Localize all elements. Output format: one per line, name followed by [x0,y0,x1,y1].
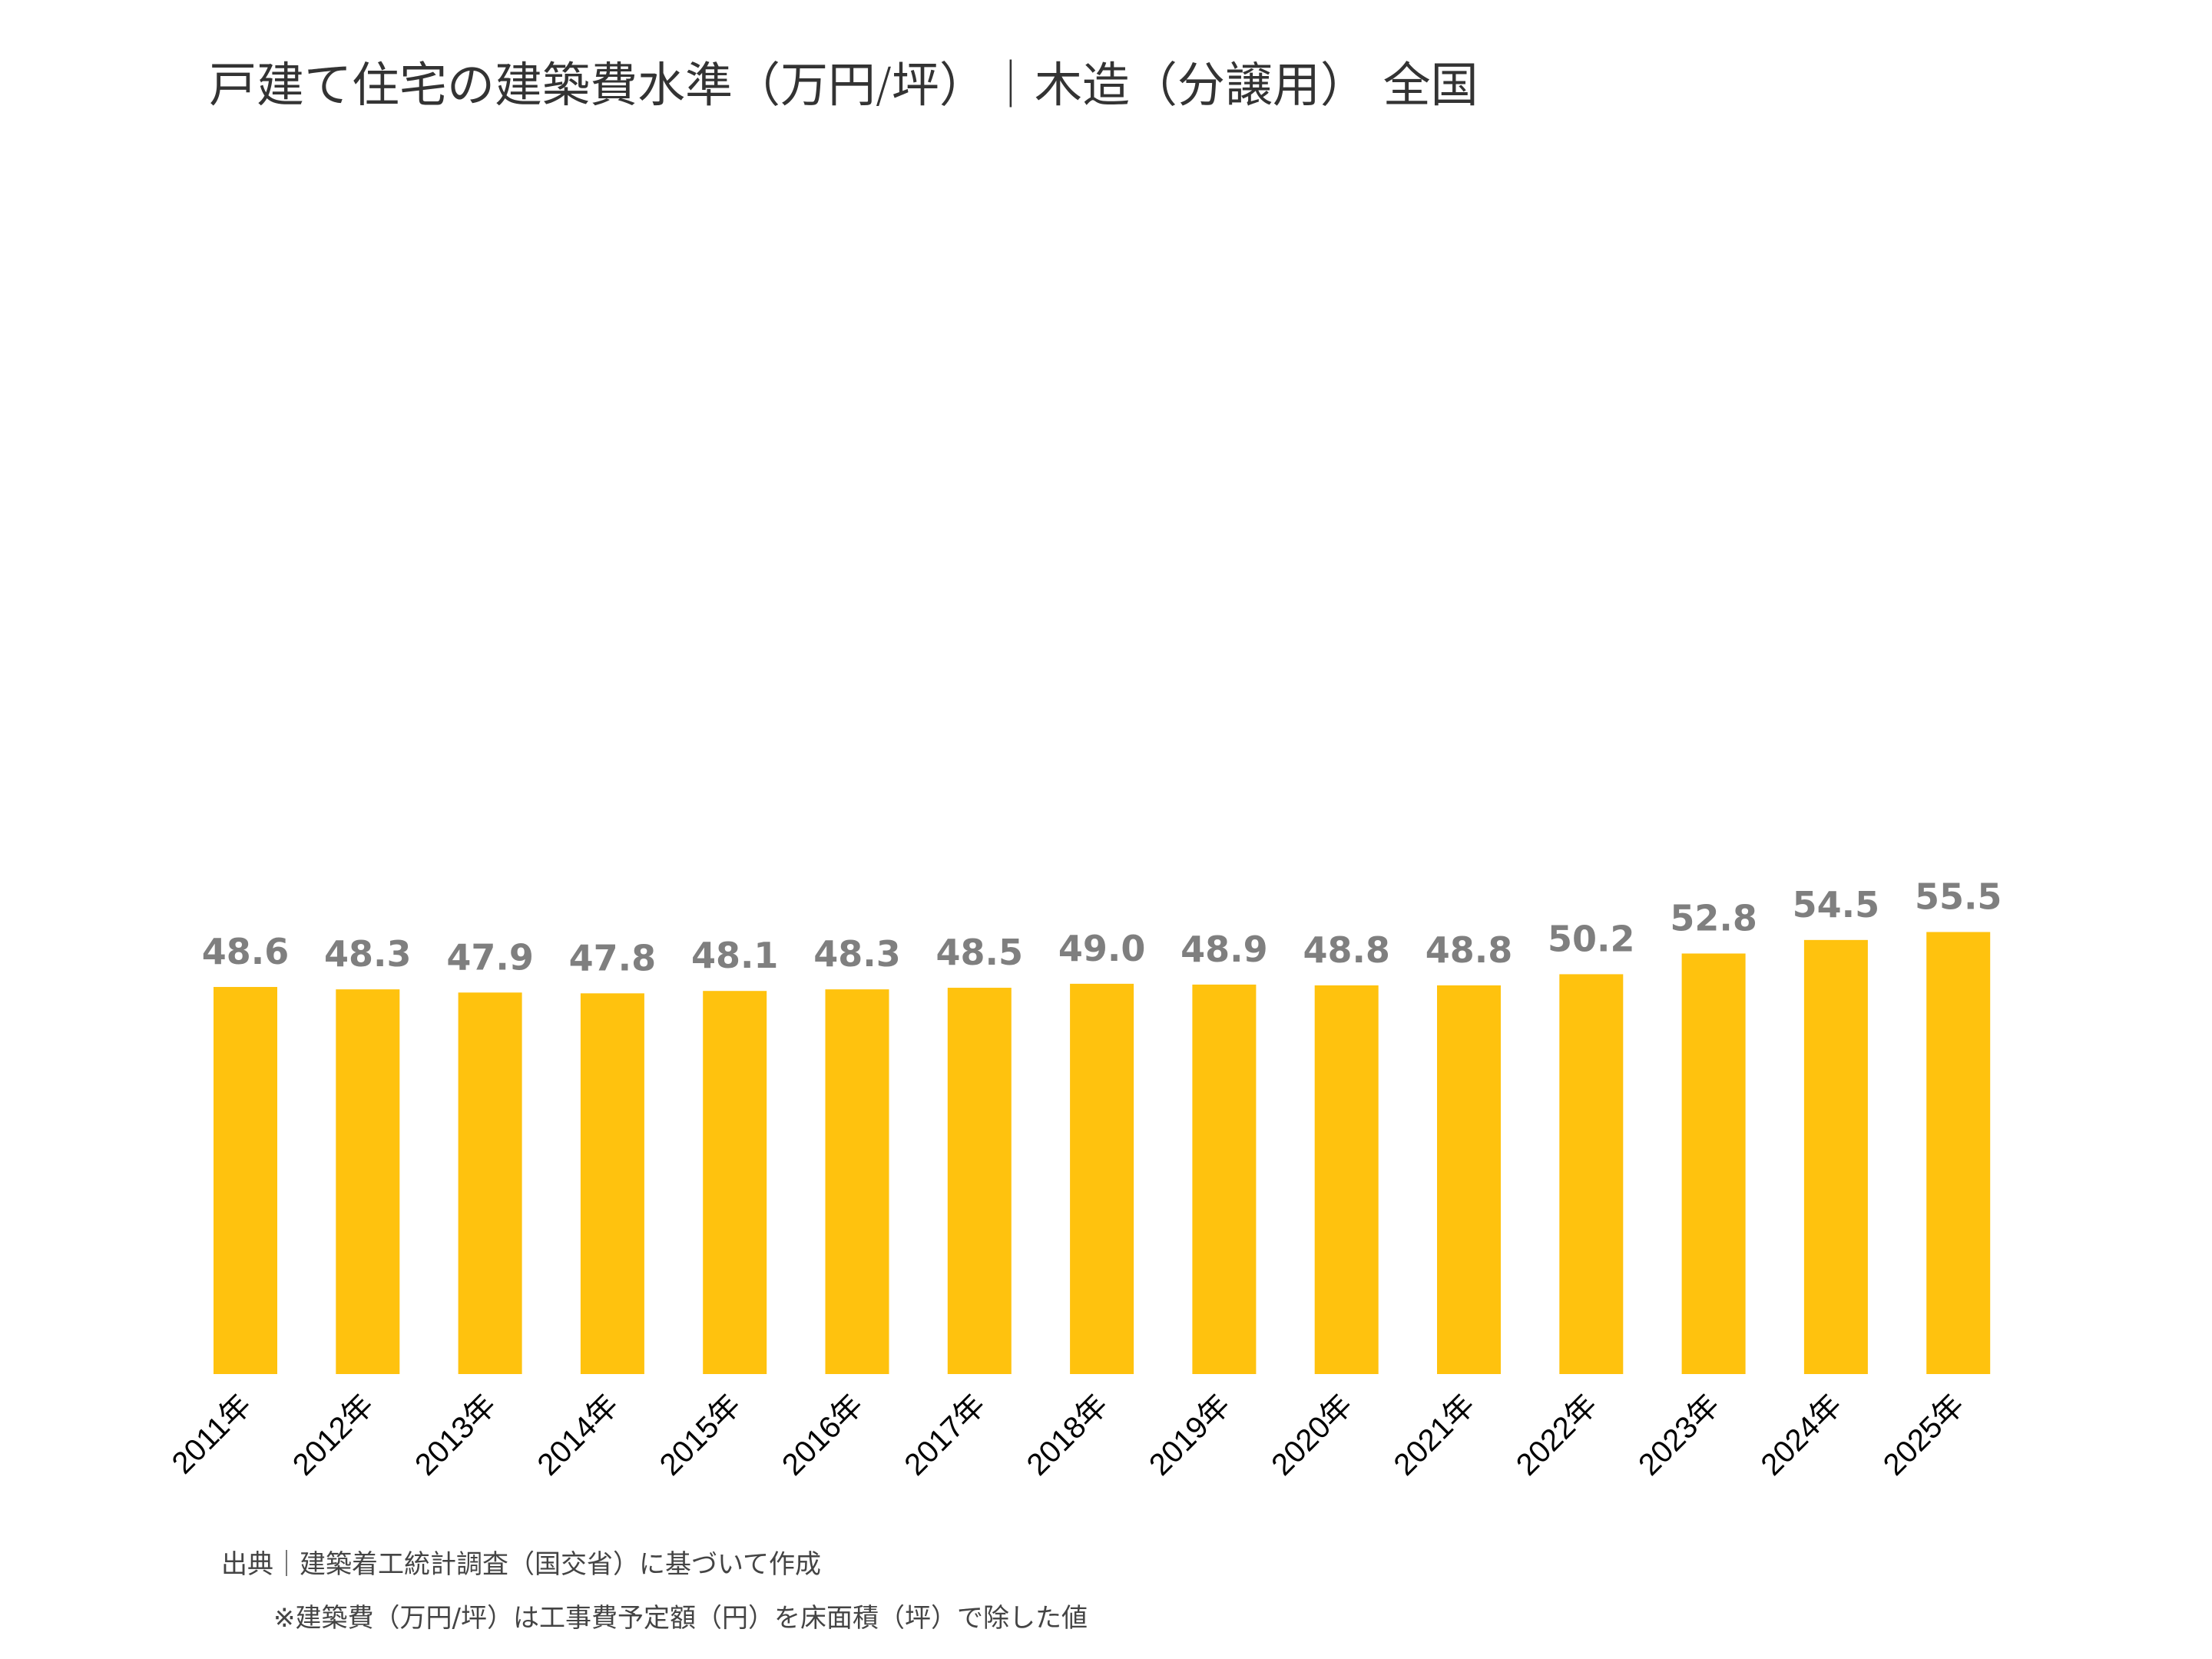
x-tick-label: 2019年 [1143,1388,1237,1482]
data-label: 48.1 [691,935,779,976]
bar-2022年 [1559,974,1624,1374]
bar-2025年 [1926,932,1991,1374]
x-tick-label: 2012年 [286,1388,380,1482]
x-tick-label: 2023年 [1632,1388,1726,1482]
bar-2016年 [825,989,889,1374]
x-tick-label: 2024年 [1754,1388,1848,1482]
data-label: 55.5 [1915,876,2002,917]
footnote: ※建築費（万円/坪）は工事費予定額（円）を床面積（坪）で除した値 [273,1603,1088,1634]
data-label: 48.3 [813,933,901,975]
bar-2018年 [1070,983,1134,1374]
data-label: 50.2 [1548,918,1635,959]
bar-2011年 [214,987,277,1374]
data-label: 48.5 [936,932,1024,973]
bar-2015年 [703,991,767,1374]
x-tick-label: 2018年 [1021,1388,1114,1482]
x-tick-label: 2015年 [654,1388,747,1482]
x-tick-label: 2017年 [898,1388,992,1482]
data-label: 47.8 [569,937,657,979]
bar-2020年 [1314,985,1379,1374]
data-label: 48.8 [1303,929,1390,971]
data-label: 48.9 [1181,929,1268,970]
data-label: 52.8 [1670,897,1757,939]
bar-2024年 [1803,939,1868,1374]
source-note: 出典｜建築着工統計調査（国交省）に基づいて作成 [221,1549,821,1580]
bar-2013年 [458,992,522,1374]
bar-2019年 [1192,984,1257,1374]
bar-2017年 [947,988,1012,1374]
data-label: 47.9 [446,936,534,978]
x-tick-label: 2021年 [1388,1388,1482,1482]
x-tick-label: 2022年 [1510,1388,1604,1482]
data-label: 48.8 [1426,929,1513,971]
data-label: 49.0 [1058,928,1146,969]
bar-2014年 [580,993,644,1374]
x-tick-label: 2025年 [1877,1388,1971,1482]
chart-title: 戸建て住宅の建築費水準（万円/坪）｜木造（分譲用） 全国 [209,57,1479,113]
bar-2021年 [1437,985,1501,1374]
x-tick-label: 2011年 [166,1388,258,1480]
x-tick-label: 2013年 [409,1388,502,1482]
data-label: 48.6 [202,931,290,972]
bar-2012年 [336,989,400,1374]
data-label: 48.3 [324,933,412,975]
x-tick-label: 2020年 [1265,1388,1359,1482]
x-tick-label: 2016年 [776,1388,869,1482]
data-label: 54.5 [1793,884,1880,926]
bar-2023年 [1681,953,1746,1374]
x-tick-label: 2014年 [531,1388,624,1482]
